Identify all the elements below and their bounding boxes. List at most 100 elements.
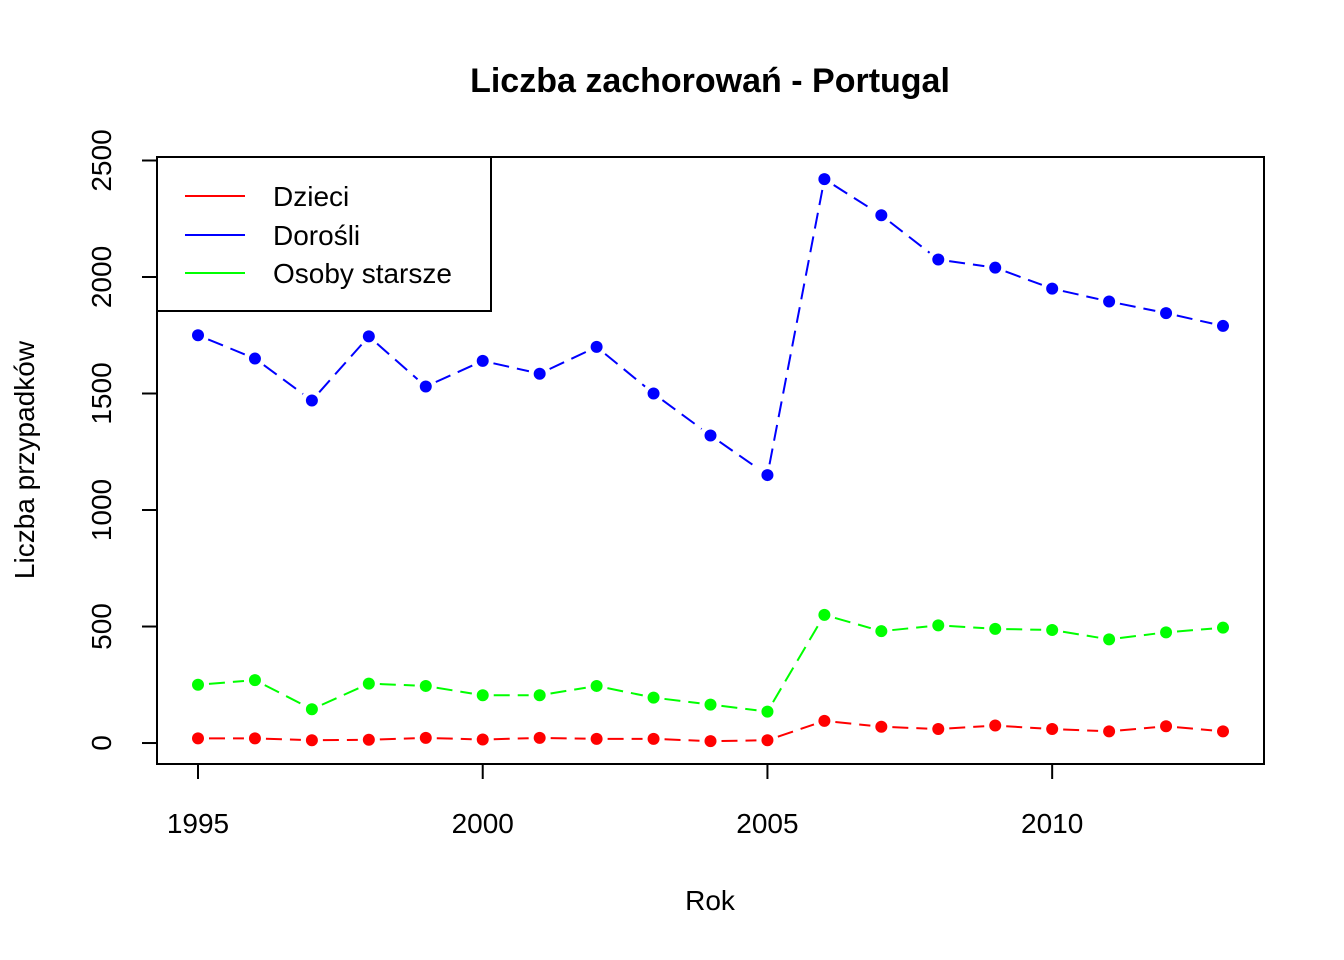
x-tick-label: 2010	[1021, 808, 1083, 839]
data-point	[761, 705, 774, 718]
data-point	[533, 367, 546, 380]
series-segment	[493, 362, 530, 373]
data-point	[1103, 725, 1116, 738]
data-point	[305, 703, 318, 716]
data-point	[704, 698, 717, 711]
data-point	[875, 209, 888, 222]
data-point	[419, 380, 432, 393]
series-segment	[833, 184, 873, 211]
series-segment	[376, 342, 419, 381]
data-point	[192, 678, 204, 691]
legend-label-dorosli: Dorośli	[273, 220, 360, 251]
data-point	[476, 354, 489, 367]
data-point	[761, 469, 774, 482]
data-point	[248, 674, 261, 687]
series-segment	[664, 697, 700, 705]
data-point	[1103, 295, 1116, 308]
data-point	[989, 719, 1002, 732]
series-segment	[264, 684, 303, 706]
series-segment	[208, 680, 245, 685]
series-segment	[265, 737, 301, 741]
series-segment	[607, 687, 643, 697]
series-segment	[436, 737, 472, 741]
x-tick-label: 1995	[167, 808, 229, 839]
y-tick-label: 1000	[86, 479, 117, 541]
data-point	[476, 689, 489, 702]
data-point	[875, 625, 888, 638]
data-point	[704, 429, 717, 442]
series-segment	[768, 189, 824, 465]
x-tick-label: 2000	[452, 808, 514, 839]
data-point	[647, 732, 660, 745]
data-point	[192, 329, 204, 342]
data-point	[647, 387, 660, 400]
data-point	[590, 732, 603, 745]
series-0	[192, 714, 1229, 748]
data-point	[305, 394, 318, 407]
legend-label-dzieci: Dzieci	[273, 181, 349, 212]
series-segment	[1006, 628, 1042, 631]
data-point	[590, 340, 603, 353]
series-1	[192, 173, 1229, 482]
y-axis-label: Liczba przypadków	[9, 340, 40, 579]
series-segment	[664, 738, 700, 742]
series-segment	[1176, 627, 1213, 633]
data-point	[818, 608, 831, 621]
y-tick-label: 1500	[86, 362, 117, 424]
data-point	[932, 723, 945, 736]
series-segment	[718, 440, 759, 470]
data-point	[1217, 319, 1229, 332]
series-segment	[1176, 314, 1213, 325]
data-point	[1217, 621, 1229, 634]
series-2	[192, 608, 1229, 718]
series-segment	[435, 364, 474, 383]
legend-label-osoby-starsze: Osoby starsze	[273, 258, 452, 289]
series-layer	[192, 173, 1229, 748]
data-point	[1160, 626, 1173, 639]
data-point	[590, 679, 603, 692]
series-segment	[318, 343, 363, 393]
y-tick-label: 0	[86, 735, 117, 751]
series-segment	[777, 723, 815, 738]
series-segment	[661, 399, 703, 430]
legend: Dzieci Dorośli Osoby starsze	[156, 156, 492, 312]
data-point	[192, 732, 204, 745]
series-segment	[1062, 290, 1099, 301]
series-segment	[321, 687, 360, 706]
data-point	[989, 622, 1002, 635]
data-point	[989, 261, 1002, 274]
series-segment	[550, 737, 586, 740]
data-point	[1046, 723, 1059, 736]
series-segment	[1006, 725, 1042, 730]
data-point	[1103, 633, 1116, 646]
series-segment	[949, 260, 985, 268]
series-segment	[1005, 270, 1043, 286]
data-point	[704, 735, 717, 748]
series-segment	[834, 616, 872, 630]
series-segment	[889, 221, 931, 254]
series-segment	[207, 338, 246, 356]
series-segment	[772, 623, 820, 703]
data-point	[362, 677, 375, 690]
series-segment	[835, 721, 871, 727]
data-point	[419, 731, 432, 744]
data-point	[248, 352, 261, 365]
data-point	[1046, 624, 1059, 637]
series-segment	[1119, 632, 1156, 639]
data-point	[875, 720, 888, 733]
data-point	[476, 733, 489, 746]
series-segment	[1062, 630, 1099, 639]
series-segment	[549, 350, 588, 370]
x-tick-label: 2005	[736, 808, 798, 839]
y-tick-label: 2500	[86, 129, 117, 191]
series-segment	[604, 353, 646, 388]
series-segment	[1063, 728, 1099, 732]
series-segment	[436, 686, 473, 695]
data-point	[932, 619, 945, 632]
data-point	[1046, 282, 1059, 295]
x-axis-label: Rok	[685, 885, 736, 916]
data-point	[305, 734, 318, 747]
series-segment	[892, 726, 928, 730]
x-axis: 1995 2000 2005 2010	[167, 763, 1083, 839]
